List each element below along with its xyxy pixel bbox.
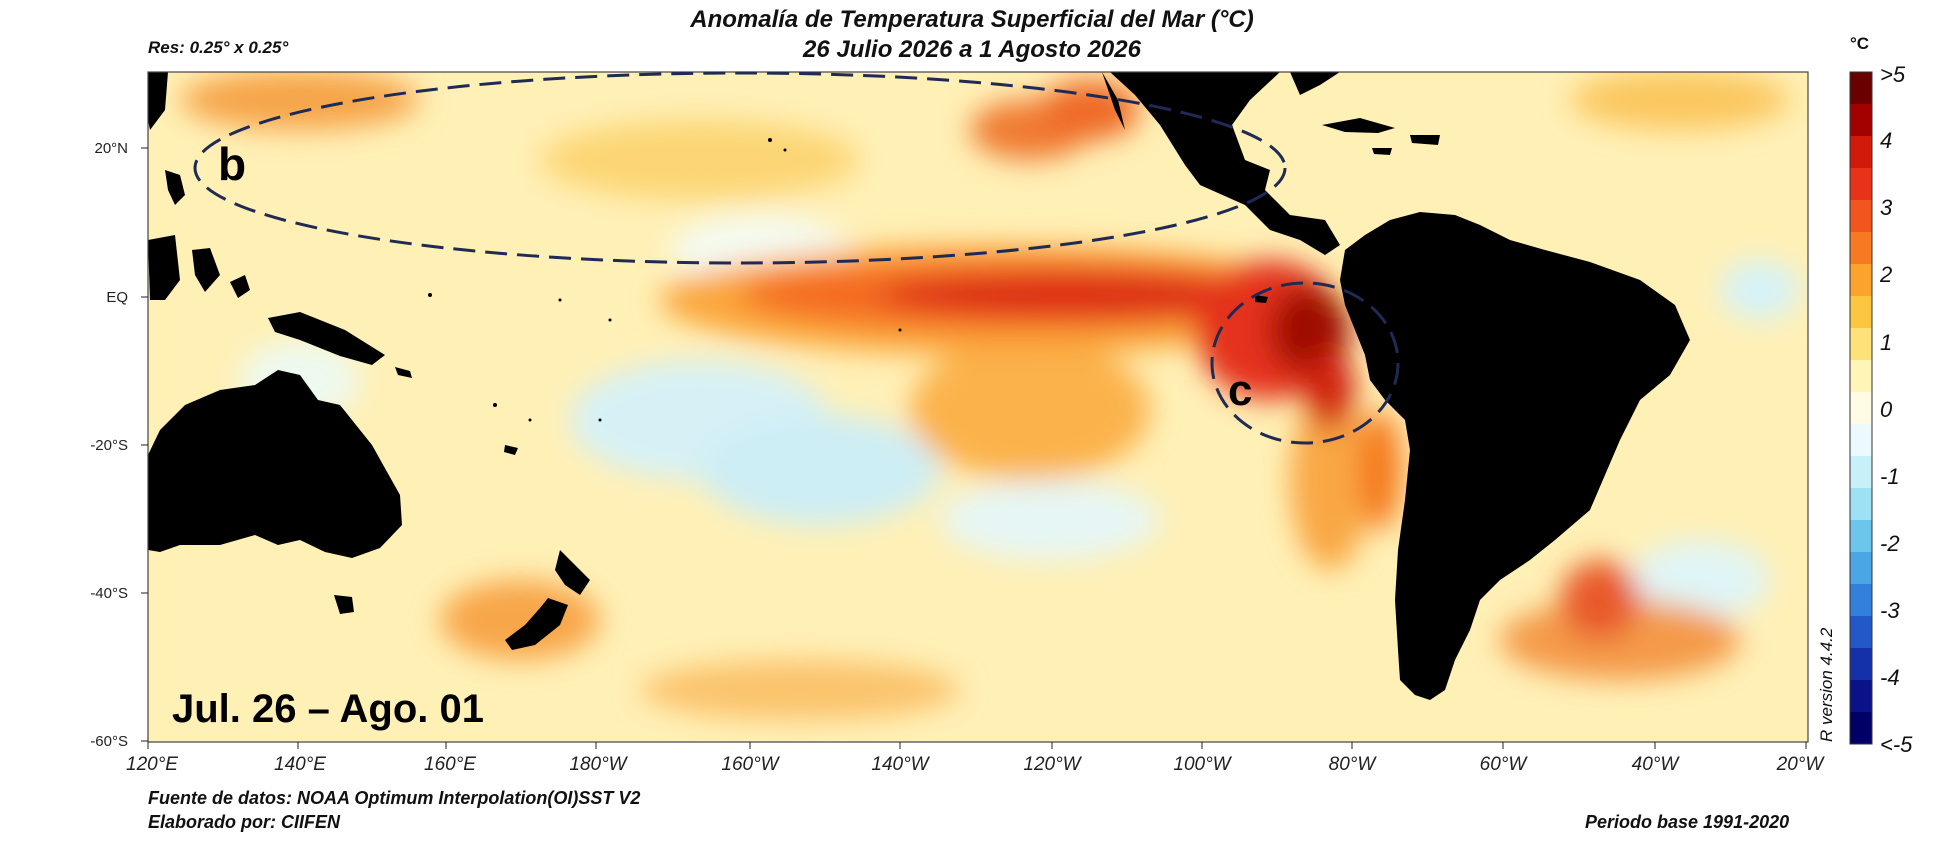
- small-islands: [428, 138, 902, 422]
- map-title: Anomalía de Temperatura Superficial del …: [690, 6, 1254, 33]
- colorbar-segment: [1850, 328, 1872, 361]
- lon-tick-label: 120°W: [1023, 754, 1082, 775]
- colorbar-tick-label: >5: [1880, 62, 1906, 87]
- colorbar-segment: [1850, 296, 1872, 329]
- lon-tick-label: 60°W: [1480, 754, 1529, 775]
- colorbar-tick-label: 3: [1880, 195, 1893, 220]
- lon-tick-label: 120°E: [126, 754, 178, 775]
- resolution-label: Res: 0.25° x 0.25°: [148, 38, 289, 57]
- colorbar-tick-label: 2: [1879, 262, 1892, 287]
- map-date-range: 26 Julio 2026 a 1 Agosto 2026: [803, 36, 1141, 63]
- colorbar-unit: °C: [1850, 34, 1870, 53]
- colorbar-segment: [1850, 168, 1872, 201]
- colorbar-segment: [1850, 552, 1872, 585]
- colorbar-tick-label: -3: [1880, 598, 1900, 623]
- land-masks: [148, 72, 1690, 700]
- latitude-axis: 20°N EQ -20°S -40°S -60°S: [90, 140, 148, 750]
- region-b-ellipse: [193, 71, 1287, 265]
- lon-tick-label: 100°W: [1173, 754, 1232, 775]
- base-period: Periodo base 1991-2020: [1585, 812, 1790, 832]
- colorbar-segment: [1850, 392, 1872, 425]
- lat-tick-label: -40°S: [90, 585, 128, 602]
- data-source: Fuente de datos: NOAA Optimum Interpolat…: [148, 788, 641, 808]
- colorbar-segment: [1850, 520, 1872, 553]
- colorbar-segment: [1850, 136, 1872, 169]
- colorbar-segment: [1850, 360, 1872, 393]
- r-version-label: R version 4.4.2: [1817, 627, 1836, 742]
- longitude-axis: [147, 742, 1807, 749]
- lon-tick-label: 140°E: [274, 754, 326, 775]
- lon-tick-label: 160°W: [721, 754, 780, 775]
- colorbar-tick-label: <-5: [1880, 732, 1913, 757]
- lon-tick-label: 40°W: [1632, 754, 1681, 775]
- region-b-label: b: [218, 138, 246, 190]
- colorbar-segment: [1850, 200, 1872, 233]
- colorbar-tick-label: -4: [1880, 665, 1900, 690]
- lat-tick-label: EQ: [106, 289, 128, 306]
- colorbar-segment: [1850, 584, 1872, 617]
- colorbar-segment: [1850, 488, 1872, 521]
- colorbar-segment: [1850, 712, 1872, 745]
- colorbar-frame: [1849, 71, 1873, 745]
- colorbar-segment: [1850, 104, 1872, 137]
- colorbar-segment: [1850, 648, 1872, 681]
- lon-tick-label: 80°W: [1329, 754, 1378, 775]
- colorbar-segment: [1850, 456, 1872, 489]
- colorbar-tick-label: 4: [1880, 128, 1892, 153]
- colorbar-tick-label: 1: [1880, 330, 1892, 355]
- colorbar-tick-label: -1: [1880, 464, 1900, 489]
- colorbar-segment: [1850, 72, 1872, 105]
- colorbar: [1850, 72, 1872, 745]
- lat-tick-label: -60°S: [90, 733, 128, 750]
- colorbar-tick-label: 0: [1880, 397, 1893, 422]
- region-c-label: c: [1228, 366, 1252, 415]
- period-overlay-label: Jul. 26 – Ago. 01: [172, 687, 484, 731]
- colorbar-segment: [1850, 680, 1872, 713]
- lon-tick-label: 20°W: [1776, 754, 1826, 775]
- lat-tick-label: -20°S: [90, 437, 128, 454]
- colorbar-tick-label: -2: [1880, 531, 1900, 556]
- longitude-labels: 120°E 140°E 160°E 180°W 160°W 140°W 120°…: [126, 754, 1825, 775]
- author-credit: Elaborado por: CIIFEN: [148, 812, 341, 832]
- lat-tick-label: 20°N: [94, 140, 128, 157]
- colorbar-segment: [1850, 264, 1872, 297]
- lon-tick-label: 160°E: [424, 754, 476, 775]
- colorbar-segment: [1850, 424, 1872, 457]
- colorbar-labels: >5 4 3 2 1 0 -1 -2 -3 -4 <-5: [1879, 62, 1913, 757]
- region-c-ellipse: [1210, 281, 1400, 445]
- colorbar-segment: [1850, 232, 1872, 265]
- lon-tick-label: 140°W: [871, 754, 930, 775]
- colorbar-segment: [1850, 616, 1872, 649]
- lon-tick-label: 180°W: [569, 754, 628, 775]
